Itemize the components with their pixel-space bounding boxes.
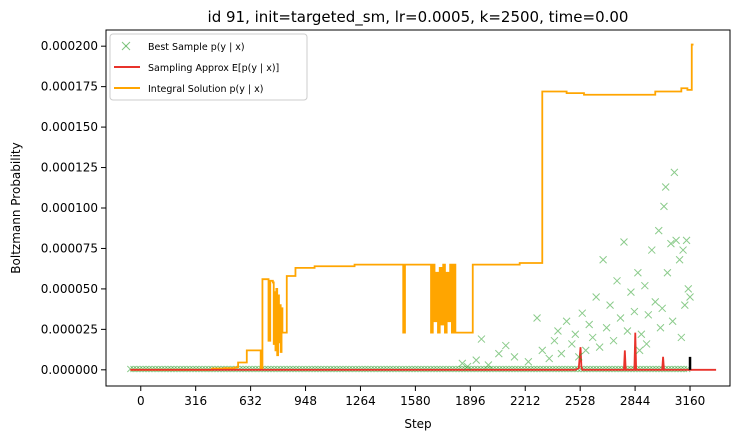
best-sample-baseline-marker xyxy=(126,365,134,373)
best-sample-point xyxy=(684,285,693,293)
best-sample-point xyxy=(606,301,614,309)
best-sample-point xyxy=(494,349,503,358)
best-sample-point xyxy=(616,314,625,322)
best-sample-point xyxy=(484,361,493,369)
best-sample-point xyxy=(588,333,597,342)
legend-frame xyxy=(109,33,308,101)
y-tick-label: 0.000175 xyxy=(41,80,98,94)
best-sample-point xyxy=(675,255,684,264)
best-sample-point xyxy=(571,330,580,339)
best-sample-point xyxy=(533,314,541,322)
best-sample-point xyxy=(477,335,486,343)
best-sample-point xyxy=(635,346,644,355)
y-tick-label: 0.000200 xyxy=(41,39,98,53)
best-sample-point xyxy=(642,340,651,348)
y-tick-label: 0.000025 xyxy=(41,322,98,336)
series-line-integral-solution-p-y-x xyxy=(130,43,694,371)
best-sample-point xyxy=(463,362,472,371)
best-sample-point xyxy=(550,336,559,345)
y-tick-label: 0.000000 xyxy=(41,363,98,377)
x-tick-label: 2844 xyxy=(620,394,651,408)
best-sample-point xyxy=(627,288,635,296)
legend-label-best-sample: Best Sample p(y | x) xyxy=(148,42,245,53)
best-sample-point xyxy=(634,268,642,277)
best-sample-point xyxy=(661,183,670,191)
y-tick-label: 0.000125 xyxy=(41,161,98,175)
best-sample-point xyxy=(637,330,646,339)
best-sample-point xyxy=(524,357,533,366)
best-sample-point xyxy=(578,309,587,318)
x-tick-label: 2212 xyxy=(510,394,541,408)
best-sample-point xyxy=(602,323,611,332)
x-tick-label: 1896 xyxy=(455,394,486,408)
x-tick-label: 632 xyxy=(239,394,262,408)
best-sample-point xyxy=(581,346,590,355)
y-tick-label: 0.000100 xyxy=(41,201,98,215)
x-axis-label: Step xyxy=(404,417,431,431)
x-tick-label: 948 xyxy=(294,394,317,408)
best-sample-point xyxy=(672,236,680,245)
series-best-sample-p-y-x xyxy=(458,168,694,371)
y-tick-label: 0.000150 xyxy=(41,120,98,134)
best-sample-point xyxy=(640,281,649,290)
legend-label-integral-solution: Integral Solution p(y | x) xyxy=(148,84,263,95)
best-sample-point xyxy=(682,236,691,245)
best-sample-point xyxy=(667,239,675,248)
best-sample-point xyxy=(644,310,653,319)
legend: Best Sample p(y | x) Sampling Approx E[p… xyxy=(109,33,308,101)
best-sample-point xyxy=(567,340,576,348)
x-tick-label: 2528 xyxy=(565,394,596,408)
best-sample-point xyxy=(651,298,660,306)
best-sample-point xyxy=(538,346,547,355)
best-sample-point xyxy=(545,354,554,363)
best-sample-point xyxy=(663,268,672,277)
best-sample-point xyxy=(686,293,694,301)
x-tick-label: 0 xyxy=(137,394,145,408)
best-sample-point xyxy=(623,327,632,335)
best-sample-point xyxy=(458,359,467,368)
best-sample-point xyxy=(654,226,663,235)
x-tick-label: 1580 xyxy=(400,394,431,408)
best-sample-point xyxy=(658,304,667,313)
best-sample-point xyxy=(677,333,686,342)
best-sample-point xyxy=(562,317,571,326)
chart-title: id 91, init=targeted_sm, lr=0.0005, k=25… xyxy=(208,8,629,27)
best-sample-point xyxy=(630,307,639,316)
best-sample-point xyxy=(599,255,607,264)
plot-area xyxy=(126,43,717,373)
best-sample-point xyxy=(647,246,656,254)
best-sample-point xyxy=(609,336,618,345)
y-axis-label: Boltzmann Probability xyxy=(9,142,23,273)
y-tick-label: 0.000075 xyxy=(41,241,98,255)
legend-label-sampling-approx: Sampling Approx E[p(y | x)] xyxy=(148,63,279,74)
best-sample-point xyxy=(592,293,601,301)
x-tick-label: 316 xyxy=(184,394,207,408)
best-sample-point xyxy=(554,327,562,335)
x-tick-label: 1264 xyxy=(345,394,376,408)
best-sample-point xyxy=(660,202,668,211)
best-sample-point xyxy=(501,341,510,350)
best-sample-point xyxy=(510,353,519,361)
best-sample-point xyxy=(656,323,665,332)
best-sample-point xyxy=(557,349,566,358)
legend-marker-best-sample xyxy=(121,41,131,51)
x-tick-label: 3160 xyxy=(675,394,706,408)
best-sample-point xyxy=(585,320,594,329)
best-sample-point xyxy=(680,301,689,309)
best-sample-point xyxy=(668,317,677,326)
best-sample-point xyxy=(670,168,679,177)
best-sample-point xyxy=(620,238,628,246)
axis-ticks: 0 316 632 948 1264 1580 1896 2212 2528 2844 3160 0.… xyxy=(41,39,706,408)
best-sample-point xyxy=(574,353,583,361)
best-sample-point xyxy=(595,343,604,352)
best-sample-point xyxy=(472,356,481,364)
y-tick-label: 0.000050 xyxy=(41,282,98,296)
best-sample-point xyxy=(679,246,687,254)
best-sample-point xyxy=(613,276,621,285)
